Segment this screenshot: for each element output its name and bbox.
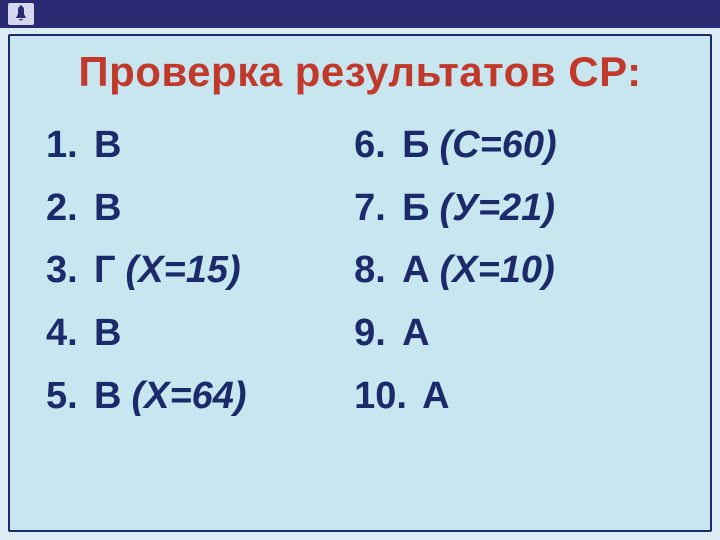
list-item: 5. В (Х=64)	[46, 365, 354, 428]
item-number: 6.	[354, 114, 402, 177]
item-number: 10.	[354, 365, 422, 428]
item-detail: (С=60)	[439, 114, 556, 177]
item-number: 3.	[46, 239, 94, 302]
list-item: 1. В	[46, 114, 354, 177]
item-number: 1.	[46, 114, 94, 177]
list-item: 4. В	[46, 302, 354, 365]
item-letter: Г	[94, 239, 116, 302]
item-letter: В	[94, 177, 121, 240]
answer-columns: 1. В 2. В 3. Г (Х=15) 4. В	[10, 114, 710, 427]
item-number: 9.	[354, 302, 402, 365]
item-letter: В	[94, 365, 121, 428]
item-number: 2.	[46, 177, 94, 240]
item-detail: (Х=10)	[440, 239, 555, 302]
list-item: 9. А	[354, 302, 688, 365]
list-item: 8. А (Х=10)	[354, 239, 688, 302]
page-title: Проверка результатов СР:	[10, 48, 710, 96]
item-detail: (У=21)	[439, 177, 555, 240]
slide-outer: Проверка результатов СР: 1. В 2. В 3. Г …	[0, 0, 720, 540]
item-detail: (Х=15)	[126, 239, 241, 302]
topbar	[0, 0, 720, 28]
list-item: 2. В	[46, 177, 354, 240]
right-column: 6. Б (С=60) 7. Б (У=21) 8. А (Х=10) 9. А	[354, 114, 688, 427]
left-column: 1. В 2. В 3. Г (Х=15) 4. В	[46, 114, 354, 427]
item-letter: А	[422, 365, 449, 428]
item-number: 4.	[46, 302, 94, 365]
item-letter: А	[402, 302, 429, 365]
item-number: 8.	[354, 239, 402, 302]
item-number: 7.	[354, 177, 402, 240]
item-letter: В	[94, 114, 121, 177]
item-detail: (Х=64)	[131, 365, 246, 428]
list-item: 7. Б (У=21)	[354, 177, 688, 240]
bell-icon	[8, 3, 34, 25]
item-number: 5.	[46, 365, 94, 428]
item-letter: Б	[402, 114, 429, 177]
item-letter: В	[94, 302, 121, 365]
item-letter: А	[402, 239, 429, 302]
list-item: 10. А	[354, 365, 688, 428]
list-item: 6. Б (С=60)	[354, 114, 688, 177]
content-panel: Проверка результатов СР: 1. В 2. В 3. Г …	[8, 34, 712, 532]
item-letter: Б	[402, 177, 429, 240]
list-item: 3. Г (Х=15)	[46, 239, 354, 302]
